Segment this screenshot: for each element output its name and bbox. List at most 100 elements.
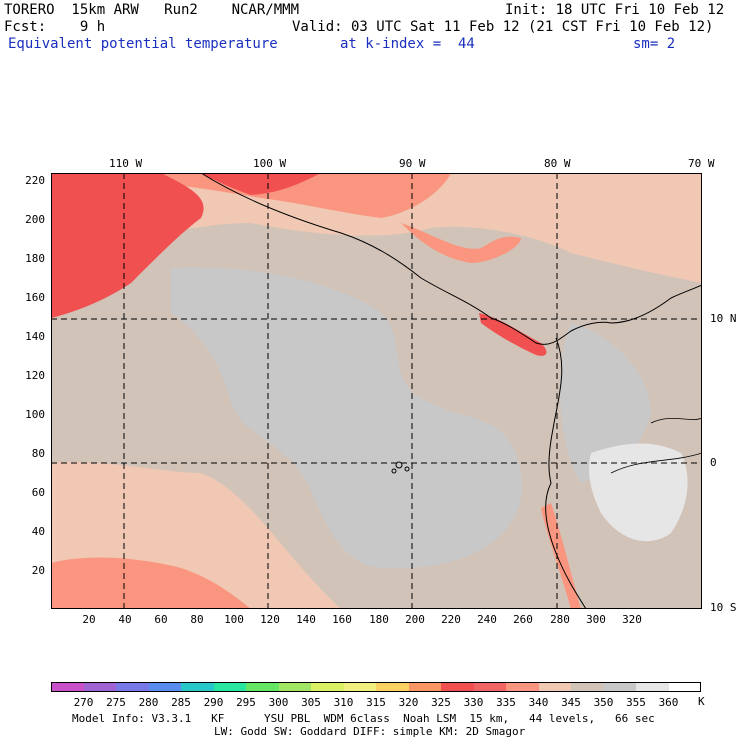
colorbar-swatch bbox=[408, 682, 442, 692]
colorbar-swatch bbox=[603, 682, 637, 692]
y-tick: 140 bbox=[25, 330, 45, 343]
colorbar-swatch bbox=[213, 682, 247, 692]
salmon-region-central-america bbox=[401, 223, 521, 263]
colorbar-swatch bbox=[571, 682, 604, 692]
x-tick: 220 bbox=[441, 613, 461, 626]
y-tick: 20 bbox=[31, 564, 45, 577]
red-region-northwest bbox=[51, 173, 204, 318]
colorbar-label: 360 bbox=[658, 696, 679, 709]
colorbar-label: 330 bbox=[463, 696, 484, 709]
x-tick: 160 bbox=[332, 613, 352, 626]
colorbar-swatch bbox=[246, 682, 279, 692]
x-tick: 120 bbox=[260, 613, 280, 626]
colorbar-label: 300 bbox=[268, 696, 289, 709]
colorbar-label: 355 bbox=[626, 696, 646, 709]
x-tick: 300 bbox=[586, 613, 606, 626]
x-tick: 60 bbox=[154, 613, 168, 626]
colorbar-label: 320 bbox=[398, 696, 419, 709]
colorbar-label: 285 bbox=[171, 696, 191, 709]
colorbar-label: 270 bbox=[73, 696, 94, 709]
x-tick: 280 bbox=[550, 613, 570, 626]
lon-label-110w: 110 W bbox=[109, 157, 143, 170]
border-line bbox=[650, 417, 702, 424]
gray-region-east bbox=[560, 323, 651, 483]
colorbar-swatch bbox=[311, 682, 344, 692]
gray-region-central bbox=[171, 267, 523, 569]
colorbar-label: 350 bbox=[593, 696, 614, 709]
map-frame bbox=[51, 173, 702, 609]
colorbar-label: 340 bbox=[528, 696, 549, 709]
colorbar-swatch bbox=[506, 682, 539, 692]
y-tick: 220 bbox=[25, 174, 45, 187]
colorbar-label: 305 bbox=[301, 696, 321, 709]
physics-info: LW: Godd SW: Goddard DIFF: simple KM: 2D… bbox=[214, 725, 526, 738]
colorbar-swatch bbox=[343, 682, 377, 692]
galapagos-island bbox=[391, 468, 397, 474]
colorbar-label: 295 bbox=[236, 696, 256, 709]
x-tick: 320 bbox=[622, 613, 642, 626]
x-tick: 200 bbox=[405, 613, 425, 626]
y-tick: 200 bbox=[25, 213, 45, 226]
x-tick: 80 bbox=[190, 613, 204, 626]
y-tick: 160 bbox=[25, 291, 45, 304]
colorbar-swatch bbox=[538, 682, 572, 692]
x-tick: 240 bbox=[477, 613, 497, 626]
model-title: TORERO 15km ARW Run2 NCAR/MMM bbox=[4, 2, 300, 18]
colorbar-label: 290 bbox=[203, 696, 224, 709]
lon-label-90w: 90 W bbox=[399, 157, 426, 170]
colorbar-swatch bbox=[473, 682, 507, 692]
x-tick: 140 bbox=[296, 613, 316, 626]
lon-label-70w: 70 W bbox=[688, 157, 715, 170]
y-tick: 40 bbox=[31, 525, 45, 538]
y-tick: 180 bbox=[25, 252, 45, 265]
colorbar-swatch bbox=[51, 682, 84, 692]
valid-time: Valid: 03 UTC Sat 11 Feb 12 (21 CST Fri … bbox=[292, 19, 714, 35]
colorbar-swatch bbox=[668, 682, 702, 692]
colorbar-label: 275 bbox=[106, 696, 126, 709]
colorbar-label: 310 bbox=[333, 696, 354, 709]
colorbar-swatch bbox=[636, 682, 669, 692]
colorbar-swatch bbox=[148, 682, 182, 692]
colorbar-frame bbox=[51, 682, 701, 692]
colorbar-swatch bbox=[116, 682, 149, 692]
field-name: Equivalent potential temperature bbox=[8, 36, 278, 52]
border-line bbox=[610, 452, 702, 474]
colorbar-swatch bbox=[181, 682, 214, 692]
forecast-hour: Fcst: 9 h bbox=[4, 19, 106, 35]
y-tick: 60 bbox=[31, 486, 45, 499]
tan-region-north bbox=[51, 173, 702, 283]
galapagos-island bbox=[404, 466, 410, 472]
salmon-region-southwest bbox=[51, 557, 251, 609]
x-tick: 180 bbox=[369, 613, 389, 626]
x-tick: 260 bbox=[513, 613, 533, 626]
x-tick: 20 bbox=[82, 613, 96, 626]
theta-e-map bbox=[51, 173, 702, 609]
x-tick: 100 bbox=[224, 613, 244, 626]
x-tick: 40 bbox=[118, 613, 132, 626]
y-tick: 100 bbox=[25, 408, 45, 421]
lat-label-0: 0 bbox=[710, 456, 717, 469]
colorbar-label: 335 bbox=[496, 696, 516, 709]
salmon-region-andes bbox=[541, 503, 581, 609]
red-region-costa-rica bbox=[479, 313, 547, 356]
coastline-south-america bbox=[545, 337, 587, 609]
galapagos-island bbox=[395, 461, 403, 469]
y-tick: 120 bbox=[25, 369, 45, 382]
red-region-mexico-coast bbox=[201, 173, 321, 195]
colorbar-swatch bbox=[376, 682, 409, 692]
level-label: at k-index = 44 bbox=[340, 36, 475, 52]
y-tick: 80 bbox=[31, 447, 45, 460]
light-region-amazon bbox=[589, 443, 688, 542]
colorbar-label: 280 bbox=[138, 696, 159, 709]
model-info: Model Info: V3.3.1 KF YSU PBL WDM 6class… bbox=[72, 712, 655, 725]
colorbar-swatch bbox=[441, 682, 474, 692]
lat-label-10n: 10 N bbox=[710, 312, 737, 325]
colorbar-label: 325 bbox=[431, 696, 451, 709]
coastline-central-america bbox=[200, 173, 702, 345]
colorbar-unit: K bbox=[698, 695, 705, 708]
colorbar-label: 315 bbox=[366, 696, 386, 709]
init-time: Init: 18 UTC Fri 10 Feb 12 bbox=[505, 2, 725, 18]
smoothing-label: sm= 2 bbox=[633, 36, 676, 52]
lon-label-100w: 100 W bbox=[253, 157, 287, 170]
colorbar-label: 345 bbox=[561, 696, 581, 709]
